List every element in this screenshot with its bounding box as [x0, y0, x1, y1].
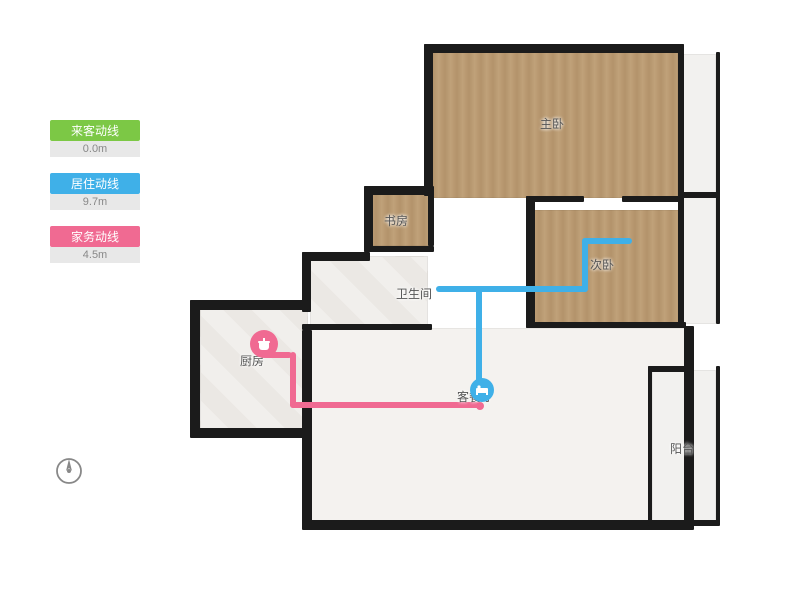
legend-label-guest: 来客动线 — [50, 120, 140, 141]
room-label-balcony: 阳台 — [670, 440, 694, 457]
wall-segment — [190, 300, 308, 310]
legend-label-living: 居住动线 — [50, 173, 140, 194]
wall-segment — [364, 246, 434, 252]
wall-segment — [716, 366, 720, 524]
room-label-bath: 卫生间 — [396, 285, 432, 302]
legend-value-guest: 0.0m — [50, 141, 140, 157]
legend-item-chore: 家务动线 4.5m — [50, 226, 140, 263]
wall-segment — [302, 520, 694, 530]
legend-item-living: 居住动线 9.7m — [50, 173, 140, 210]
legend-label-chore: 家务动线 — [50, 226, 140, 247]
legend-value-living: 9.7m — [50, 194, 140, 210]
path-pink — [290, 352, 296, 408]
wall-segment — [648, 366, 688, 372]
path-blue — [582, 238, 588, 292]
floorplan-stage: 来客动线 0.0m 居住动线 9.7m 家务动线 4.5m 主卧书房次卧卫生间厨… — [0, 0, 800, 600]
wall-segment — [428, 190, 434, 246]
wall-segment — [680, 192, 718, 198]
room-label-master: 主卧 — [540, 115, 564, 132]
room-balcony2 — [680, 54, 716, 324]
wall-segment — [424, 44, 433, 196]
wall-segment — [526, 196, 535, 328]
path-node-bed — [470, 378, 494, 402]
wall-segment — [190, 428, 308, 438]
wall-segment — [302, 252, 370, 261]
wall-segment — [648, 520, 720, 526]
room-living — [310, 328, 690, 523]
wall-segment — [424, 44, 684, 53]
wall-segment — [716, 52, 720, 324]
path-node-endpink — [476, 402, 484, 410]
wall-segment — [648, 366, 652, 524]
wall-segment — [526, 322, 686, 328]
legend: 来客动线 0.0m 居住动线 9.7m 家务动线 4.5m — [50, 120, 140, 279]
wall-segment — [364, 186, 434, 195]
wall-segment — [364, 186, 373, 252]
legend-value-chore: 4.5m — [50, 247, 140, 263]
wall-segment — [684, 326, 694, 526]
path-blue — [476, 286, 588, 292]
wall-segment — [190, 300, 200, 436]
legend-item-guest: 来客动线 0.0m — [50, 120, 140, 157]
wall-segment — [678, 44, 684, 326]
floor-plan: 主卧书房次卧卫生间厨房客餐厅阳台 — [180, 30, 760, 550]
path-blue — [582, 238, 632, 244]
wall-segment — [622, 196, 684, 202]
compass-icon — [53, 455, 85, 487]
room-label-second: 次卧 — [590, 256, 614, 273]
wall-segment — [302, 324, 432, 330]
wall-segment — [526, 196, 584, 202]
wall-segment — [302, 330, 312, 528]
path-node-kitchen — [250, 330, 278, 358]
path-pink — [290, 402, 480, 408]
room-label-study: 书房 — [384, 212, 408, 229]
